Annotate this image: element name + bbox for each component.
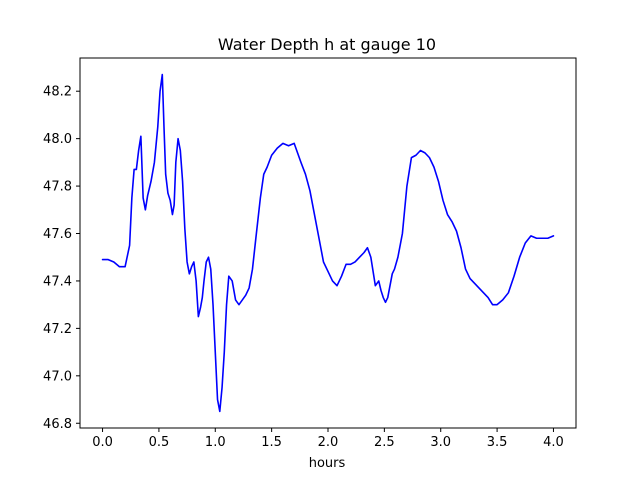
- x-tick-label: 0.5: [149, 435, 170, 450]
- plot-background: [80, 58, 576, 428]
- x-tick-label: 2.5: [374, 435, 395, 450]
- y-tick-label: 48.2: [43, 85, 72, 100]
- x-tick-label: 3.0: [430, 435, 451, 450]
- x-tick-label: 2.0: [318, 435, 339, 450]
- y-tick-label: 47.0: [43, 369, 72, 384]
- plot-frame: [79, 57, 577, 429]
- x-tick-label: 3.5: [487, 435, 508, 450]
- x-axis-label: hours: [309, 456, 346, 471]
- y-tick-label: 47.2: [43, 322, 72, 337]
- plot-area: 0.0 0.5 1.0 1.5 2.0 2.5 3.0 3.5 4.0 46.8 47.0 47.2…: [43, 57, 577, 450]
- x-tick-label: 0.0: [92, 435, 113, 450]
- x-tick-label: 4.0: [543, 435, 564, 450]
- y-tick-label: 47.8: [43, 180, 72, 195]
- x-axis-ticks: 0.0 0.5 1.0 1.5 2.0 2.5 3.0 3.5 4.0: [92, 428, 564, 450]
- y-tick-label: 48.0: [43, 132, 72, 147]
- y-tick-label: 47.4: [43, 274, 72, 289]
- series-line-0: [101, 73, 555, 413]
- series-group: [101, 73, 555, 413]
- chart-title: Water Depth h at gauge 10: [218, 35, 436, 54]
- y-axis-ticks: 46.8 47.0 47.2 47.4 47.6 47.8 48.0 48.2: [43, 85, 80, 432]
- y-tick-label: 47.6: [43, 227, 72, 242]
- y-tick-label: 46.8: [43, 417, 72, 432]
- x-tick-label: 1.0: [205, 435, 226, 450]
- x-tick-label: 1.5: [261, 435, 282, 450]
